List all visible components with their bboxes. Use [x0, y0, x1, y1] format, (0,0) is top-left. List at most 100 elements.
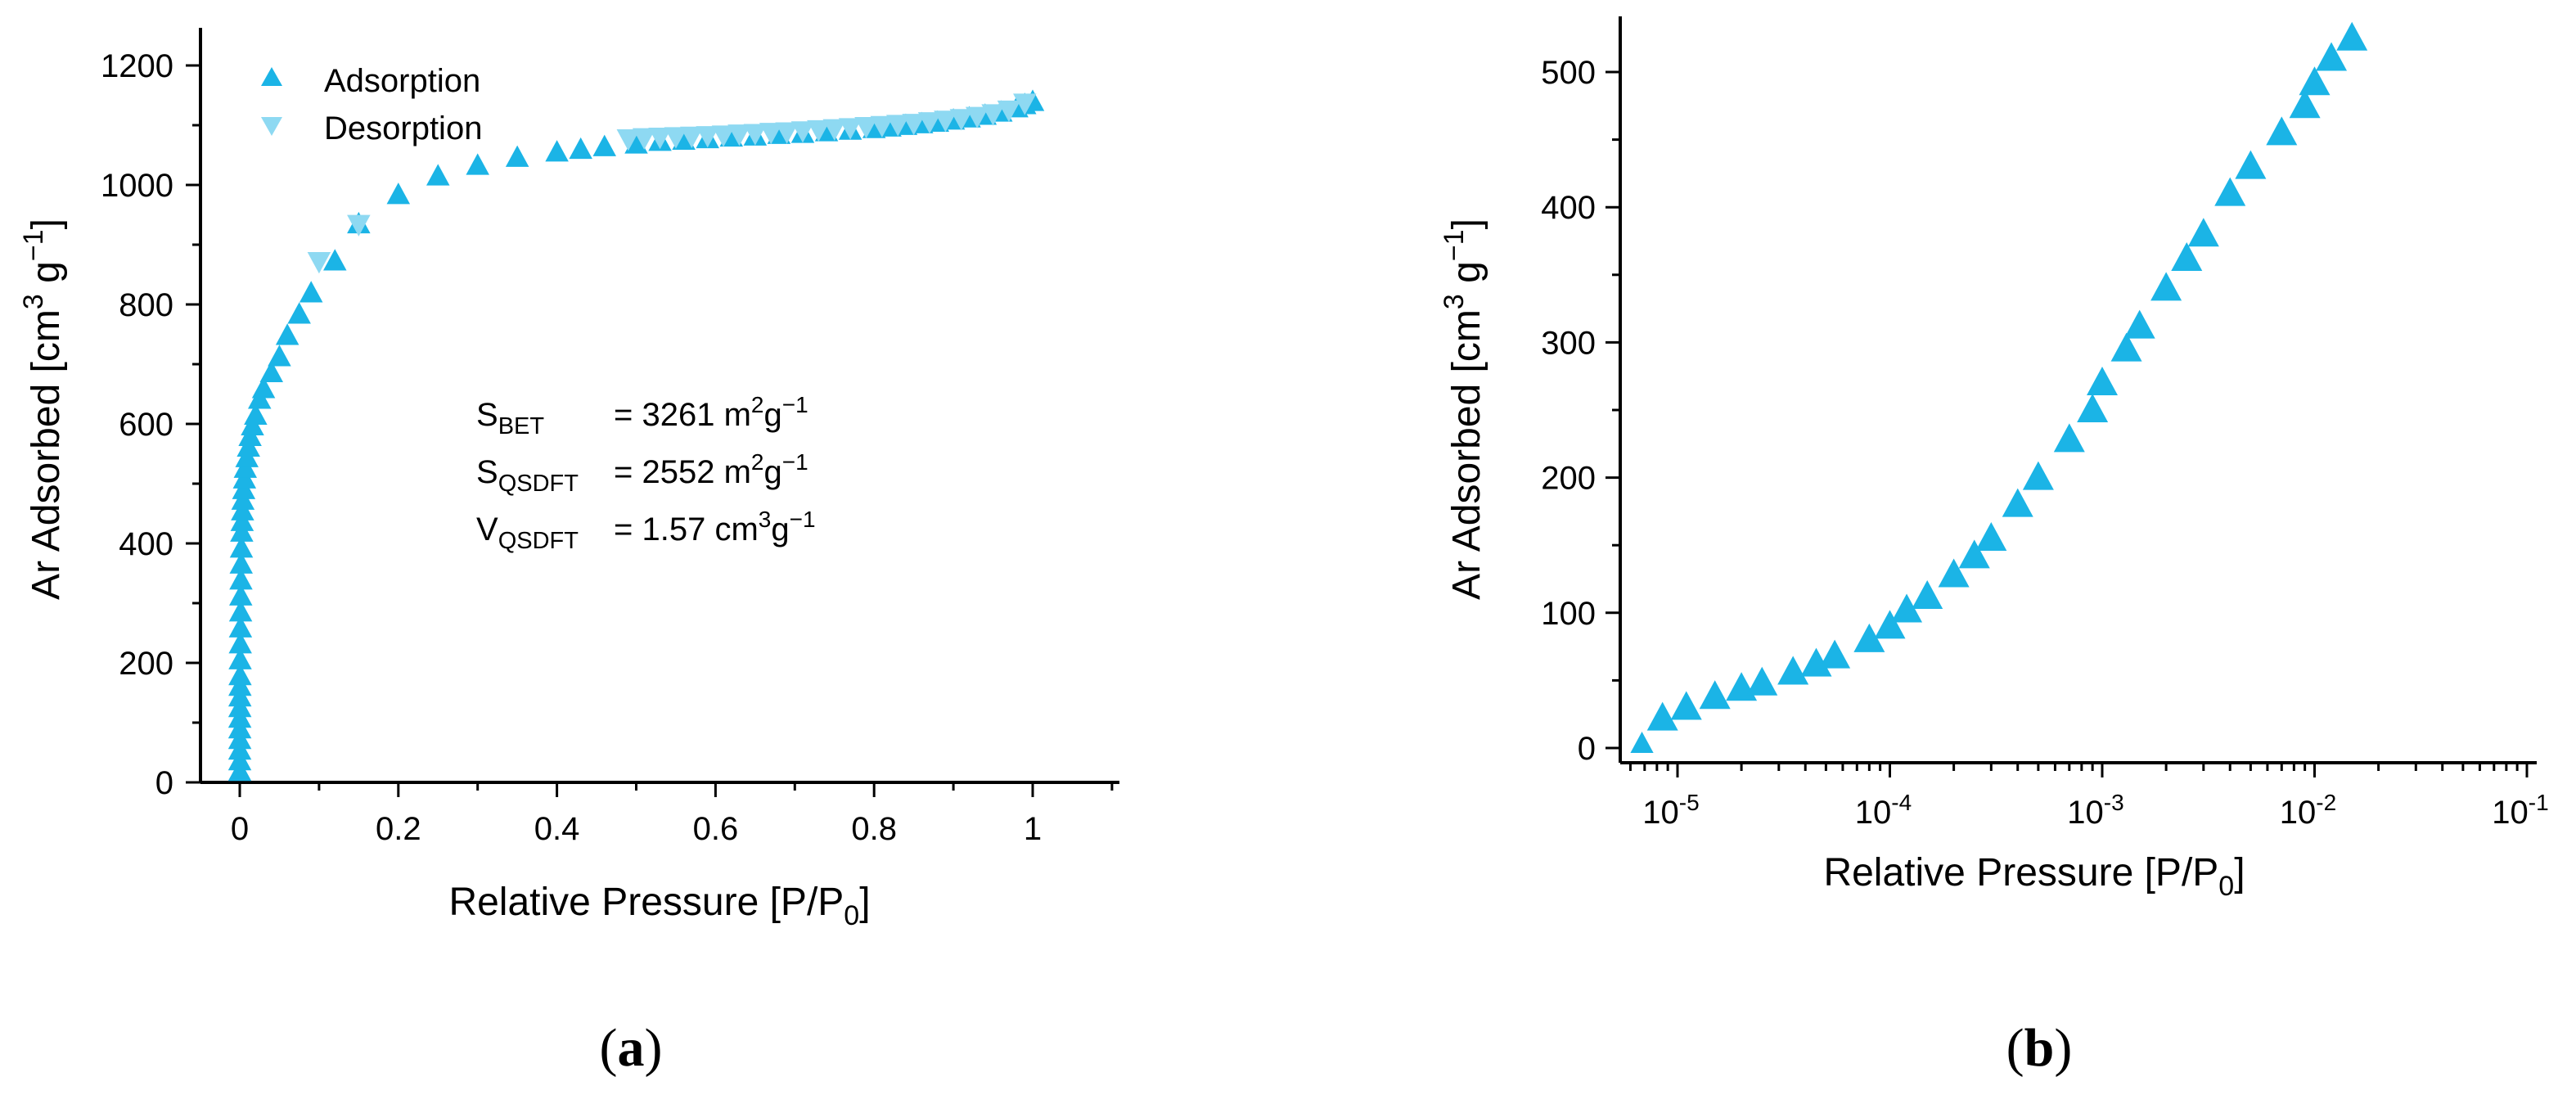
chart-a-series-adsorption — [227, 89, 1045, 782]
chart-a-tick-labels: 0 0.2 0.4 0.6 0.8 1 0 200 400 600 800 1000 1200 — [101, 48, 1042, 847]
desorption-point — [632, 128, 656, 150]
desorption-point — [902, 114, 925, 136]
adsorption-point — [1670, 691, 1702, 720]
desorption-point — [934, 110, 957, 133]
adsorption-point — [228, 615, 253, 638]
desorption-point — [790, 121, 815, 143]
chart-b-x-tick-label: 10-2 — [2280, 790, 2336, 831]
chart-b-series-adsorption — [1630, 21, 2368, 753]
adsorption-point — [228, 632, 252, 654]
adsorption-point — [1958, 539, 1990, 569]
adsorption-point — [229, 552, 253, 574]
annotation-vqsdft: VQSDFT = 1.57 cm3g−1 — [476, 507, 816, 554]
desorption-point — [664, 127, 688, 149]
adsorption-point — [268, 345, 291, 367]
adsorption-point — [2087, 366, 2118, 395]
adsorption-point — [1630, 732, 1654, 753]
adsorption-point — [228, 647, 252, 669]
chart-b-y-tick-label: 300 — [1541, 325, 1596, 361]
chart-b: 10-5 10-4 10-3 10-2 10-1 0 100 200 300 400 500 Rel… — [1439, 16, 2549, 1078]
adsorption-point — [228, 664, 252, 686]
desorption-point — [854, 117, 878, 139]
desorption-point — [822, 119, 846, 141]
desorption-point — [949, 109, 974, 131]
adsorption-point — [624, 132, 648, 154]
chart-a-x-tick-label: 0.2 — [376, 811, 421, 847]
adsorption-point — [2266, 116, 2298, 146]
chart-a: 0 0.2 0.4 0.6 0.8 1 0 200 400 600 800 1000 1200 Adso… — [18, 28, 1119, 1078]
chart-b-x-tick-label: 10-1 — [2492, 790, 2548, 831]
desorption-point — [727, 124, 751, 146]
desorption-point — [680, 126, 704, 148]
desorption-point — [807, 119, 831, 142]
chart-a-y-tick-label: 600 — [119, 407, 173, 443]
chart-a-legend: Adsorption Desorption — [261, 63, 482, 146]
adsorption-point — [466, 153, 489, 175]
adsorption-point — [2235, 150, 2267, 179]
desorption-point — [696, 126, 719, 148]
chart-a-x-tick-label: 0.8 — [851, 811, 897, 847]
chart-b-x-tick-label: 10-3 — [2067, 790, 2123, 831]
adsorption-point — [1819, 639, 1851, 669]
desorption-point — [307, 252, 331, 274]
adsorption-point — [2002, 488, 2033, 517]
adsorption-point — [287, 302, 311, 324]
adsorption-point — [244, 403, 268, 425]
adsorption-point — [2316, 42, 2348, 71]
adsorption-point — [2110, 332, 2142, 362]
adsorption-point — [2171, 241, 2203, 271]
desorption-point — [917, 112, 942, 134]
desorption-point — [965, 106, 989, 128]
chart-a-axes — [199, 28, 1119, 784]
chart-a-ticks — [186, 64, 1114, 797]
desorption-point — [743, 124, 768, 146]
adsorption-point — [426, 164, 450, 186]
adsorption-point — [259, 360, 284, 382]
chart-b-x-tick-label: 10-4 — [1855, 790, 1912, 831]
desorption-point — [886, 115, 910, 137]
adsorption-point — [592, 134, 616, 156]
adsorption-point — [386, 182, 411, 205]
adsorption-point — [229, 536, 254, 558]
chart-a-x-tick-label: 0.4 — [534, 811, 580, 847]
adsorption-point — [1646, 701, 1678, 731]
legend-adsorption-marker — [261, 67, 282, 86]
chart-a-annotation: SBET = 3261 m2g−1 SQSDFT = 2552 m2g−1 VQSD… — [476, 392, 816, 554]
chart-b-y-tick-label: 400 — [1541, 190, 1596, 226]
adsorption-point — [2053, 423, 2085, 453]
chart-a-x-axis-title: Relative Pressure [P/P0] — [448, 881, 870, 931]
adsorption-point — [1891, 593, 1923, 623]
adsorption-point — [1777, 656, 1809, 685]
chart-a-x-tick-label: 1 — [1024, 811, 1042, 847]
adsorption-point — [2299, 66, 2331, 96]
legend-adsorption-label: Adsorption — [324, 63, 480, 99]
chart-a-y-tick-label: 800 — [119, 287, 173, 323]
adsorption-point — [1853, 623, 1885, 652]
chart-b-ticks — [1605, 70, 2529, 777]
legend-desorption-label: Desorption — [324, 110, 482, 146]
chart-a-x-tick-label: 0 — [231, 811, 249, 847]
adsorption-point — [228, 600, 253, 622]
desorption-point — [870, 115, 894, 137]
annotation-sqsdft: SQSDFT = 2552 m2g−1 — [476, 449, 808, 497]
chart-b-axes — [1619, 16, 2537, 764]
adsorption-point — [1912, 579, 1943, 609]
adsorption-point — [1800, 647, 1832, 677]
panel-label-a: (a) — [600, 1018, 663, 1078]
adsorption-point — [1874, 610, 1906, 639]
adsorption-point — [1699, 680, 1731, 710]
chart-a-y-tick-label: 1200 — [101, 48, 173, 84]
adsorption-point — [2022, 461, 2054, 490]
chart-a-y-tick-label: 400 — [119, 526, 173, 562]
chart-b-y-tick-label: 0 — [1578, 731, 1596, 767]
chart-a-y-axis-title: Ar Adsorbed [cm3 g−1] — [18, 219, 68, 600]
desorption-point — [1013, 93, 1037, 115]
adsorption-point — [1938, 558, 1970, 588]
desorption-point — [648, 128, 672, 150]
chart-a-x-tick-label: 0.6 — [693, 811, 739, 847]
adsorption-point — [1746, 666, 1778, 696]
adsorption-point — [2123, 309, 2155, 339]
adsorption-point — [569, 137, 592, 160]
adsorption-point — [323, 249, 347, 271]
